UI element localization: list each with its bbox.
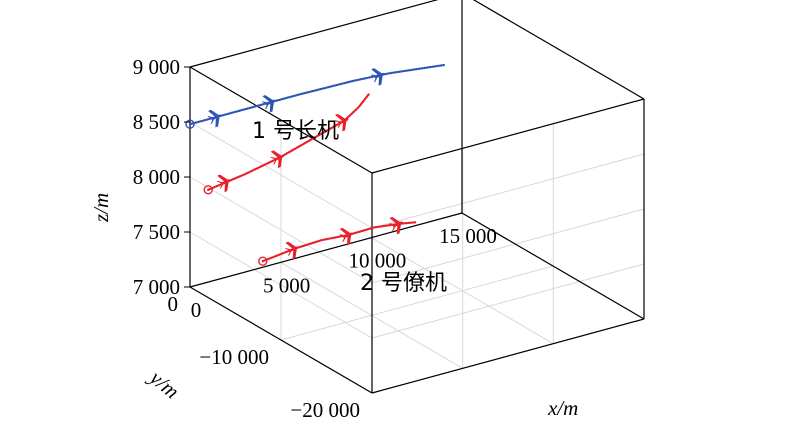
trajectory-start-marker (185, 119, 195, 129)
grid-line (280, 265, 554, 341)
z-tick-label: 9 000 (133, 55, 180, 79)
box-edge (189, 66, 373, 174)
box-edge (189, 0, 439, 68)
box-edge (189, 286, 373, 394)
grid-line (371, 153, 645, 229)
grid-line (189, 231, 373, 339)
trajectory-start-marker (203, 185, 213, 195)
grid-line (189, 176, 373, 284)
y-tick-label: −10 000 (199, 345, 269, 369)
grid-line (371, 208, 645, 284)
x-axis-label: x/m (547, 396, 578, 420)
x-tick-label: 15 000 (439, 224, 497, 248)
y-tick-label: −20 000 (290, 398, 360, 422)
z-tick-label: 8 500 (133, 110, 180, 134)
aircraft-marker (205, 106, 226, 129)
z-tick-label: 8 000 (133, 165, 180, 189)
series-layer (185, 63, 445, 266)
box-edge (371, 98, 645, 174)
trajectory-2 (188, 63, 445, 126)
x-tick-label: 10 000 (348, 249, 406, 273)
x-tick-label: 5 000 (263, 273, 310, 297)
trajectory-start-marker (258, 256, 268, 266)
box-edge (189, 212, 463, 288)
box-edge (472, 0, 645, 100)
aircraft-marker (267, 147, 289, 170)
z-axis-label: z/m (89, 193, 113, 223)
aircraft-marker (259, 91, 280, 114)
aircraft-marker (214, 171, 235, 194)
annotation-leader: 1 号长机 (252, 119, 339, 144)
box-edge (461, 212, 645, 320)
z-tick-label: 7 500 (133, 220, 180, 244)
grid-line (189, 121, 373, 229)
y-axis-label: y/m (144, 364, 184, 403)
axes-box (189, 0, 645, 394)
x-tick-label: 0 (191, 298, 202, 322)
trajectory-1 (207, 93, 370, 191)
grid-line (371, 263, 645, 339)
tick-labels: 7 000 7 500 8 000 8 500 9 000 0 −10 000 −20 000… (133, 55, 497, 422)
y-tick-label: 0 (168, 292, 179, 316)
z-tick-label: 7 000 (133, 275, 180, 299)
box-edge (371, 318, 645, 394)
annotation-wingman: 2 号僚机 (360, 271, 447, 296)
